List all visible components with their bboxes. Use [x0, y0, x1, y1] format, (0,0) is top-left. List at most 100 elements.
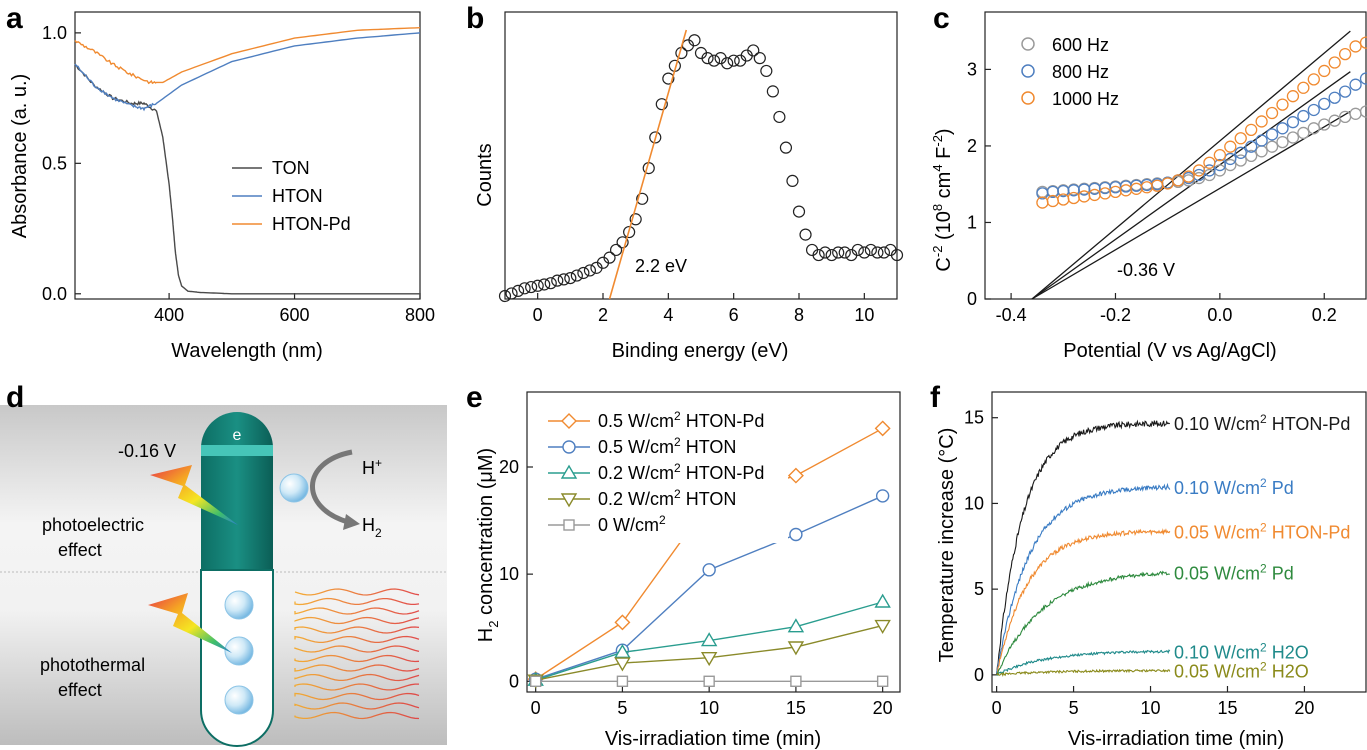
data-point — [819, 246, 832, 259]
data-point — [531, 279, 544, 292]
marker-triangle-down — [614, 657, 631, 672]
panel-b-frame — [504, 11, 898, 300]
marker-diamond — [561, 413, 577, 429]
y-tick-label: 0 — [974, 665, 984, 685]
panel-c-frame — [984, 11, 1367, 300]
y-tick-label: 20 — [499, 457, 519, 477]
panel-f-yticks: 0 5 10 15 — [964, 408, 998, 685]
marker-square — [876, 675, 889, 687]
heat-wave — [294, 692, 420, 701]
data-point — [655, 98, 668, 111]
y-tick-label: 0.5 — [42, 153, 67, 173]
panel-c-yticks: 0 1 2 3 — [967, 59, 991, 309]
point-800hz — [1318, 97, 1331, 110]
panel-a-yticks: 0.0 0.5 1.0 — [42, 23, 81, 304]
panel-b-xticks: 0 2 4 6 8 10 — [533, 293, 874, 325]
point-1000hz — [1182, 170, 1195, 183]
x-tick-label: 0 — [531, 698, 541, 718]
series-line — [996, 528, 1171, 676]
panel-c-points — [1036, 36, 1367, 209]
point-800hz — [1349, 78, 1362, 91]
heat-wave — [294, 588, 420, 596]
x-tick-label: 20 — [873, 698, 893, 718]
panel-e-xlabel: Vis-irradiation time (min) — [605, 728, 821, 750]
x-tick-label: 5 — [617, 698, 627, 718]
data-point — [851, 243, 864, 257]
marker-triangle-up — [560, 464, 578, 479]
point-1000hz — [1171, 174, 1185, 187]
series-label: 0.10 W/cm2 HTON-Pd — [1174, 412, 1350, 434]
data-point — [760, 64, 773, 78]
data-point — [877, 246, 891, 259]
point-1000hz — [1265, 106, 1279, 120]
series-line — [996, 419, 1170, 676]
data-point — [609, 243, 623, 257]
data-point — [583, 264, 597, 277]
y-tick-label: 0.0 — [42, 284, 67, 304]
point-1000hz — [1255, 115, 1268, 128]
data-point — [636, 192, 649, 205]
heat-wave — [294, 711, 420, 720]
reaction-arrowhead — [343, 514, 360, 530]
data-point — [832, 246, 845, 259]
panel-b-fit-line — [608, 29, 688, 300]
panel-f-xlabel: Vis-irradiation time (min) — [1068, 728, 1284, 750]
panel-a-legend: TON HTON HTON-Pd — [232, 158, 351, 234]
marker-square — [563, 519, 575, 531]
data-point — [649, 131, 662, 144]
legend-800hz: 800 Hz — [1052, 62, 1109, 82]
x-tick-label: 0.0 — [1207, 305, 1232, 325]
x-tick-label: 2 — [598, 305, 608, 325]
panel-e-frame — [526, 391, 901, 693]
panel-f-xticks: 0 5 10 15 20 — [992, 686, 1314, 718]
y-tick-label: 10 — [499, 564, 519, 584]
panel-c-legend: 600 Hz 800 Hz 1000 Hz — [1021, 35, 1119, 109]
x-tick-label: 4 — [663, 305, 673, 325]
marker-circle — [789, 527, 803, 542]
data-point — [707, 54, 721, 67]
series-label: 0.05 W/cm2 HTON-Pd — [1174, 520, 1350, 542]
data-point — [825, 248, 838, 262]
point-1000hz — [1328, 56, 1341, 69]
series-line — [996, 482, 1171, 674]
heat-wave — [294, 626, 420, 634]
panel-e-yticks: 0 10 20 — [499, 457, 533, 691]
y-tick-label: 15 — [964, 408, 984, 428]
panel-a-label: a — [6, 2, 23, 35]
marker-triangle-down — [560, 493, 578, 508]
light-bolt-1 — [150, 465, 238, 525]
y-tick-label: 5 — [974, 579, 984, 599]
marker-triangle-up — [787, 618, 805, 633]
light-bolt-2 — [148, 593, 232, 653]
panel-c-annotation: -0.36 V — [1117, 260, 1175, 280]
fit-line — [1031, 30, 1351, 300]
panel-f-series-labels: 0.10 W/cm2 HTON-Pd 0.10 W/cm2 Pd 0.05 W/cm… — [1174, 412, 1350, 681]
panel-f-series — [996, 419, 1171, 677]
panel-b-annotation: 2.2 eV — [635, 256, 687, 276]
point-1000hz — [1161, 177, 1174, 190]
x-tick-label: 15 — [786, 698, 806, 718]
point-1000hz — [1213, 148, 1227, 162]
point-600hz — [1255, 145, 1268, 158]
x-tick-label: 0.2 — [1312, 305, 1337, 325]
panel-b-points — [498, 34, 904, 303]
data-point — [727, 54, 740, 67]
series-label: 0.10 W/cm2 Pd — [1174, 476, 1294, 498]
point-800hz — [1276, 122, 1289, 135]
marker-circle — [702, 563, 716, 577]
series-label: 0.10 W/cm2 H2O — [1174, 640, 1309, 662]
marker-triangle-up — [700, 632, 718, 647]
panel-a-xticks: 400 600 800 — [154, 293, 435, 325]
x-tick-label: 0 — [992, 698, 1002, 718]
legend-hton-pd: HTON-Pd — [272, 214, 351, 234]
x-tick-label: 10 — [854, 305, 874, 325]
legend-marker-800hz — [1021, 64, 1035, 78]
data-point — [538, 278, 551, 291]
data-point — [525, 280, 538, 294]
series-hton-pd — [74, 26, 421, 85]
legend-label: 0.5 W/cm2 HTON — [598, 435, 736, 457]
data-point — [838, 246, 851, 259]
data-point — [518, 282, 531, 295]
